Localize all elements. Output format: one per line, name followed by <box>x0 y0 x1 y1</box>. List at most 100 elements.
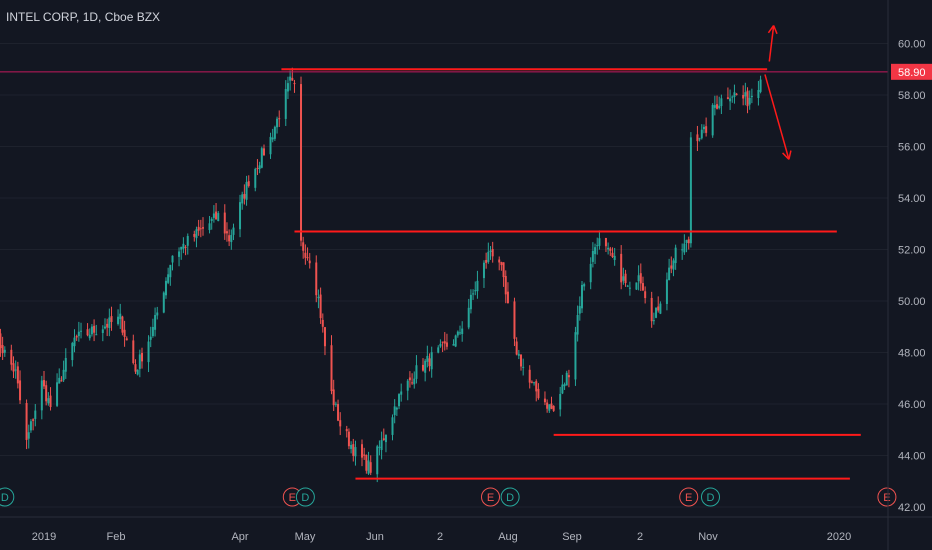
candle-body <box>119 313 122 320</box>
candle-body <box>443 341 446 344</box>
event-type-label: E <box>289 492 296 504</box>
candle-body <box>323 327 326 347</box>
event-type-label: D <box>1 492 9 504</box>
candle-body <box>757 90 760 98</box>
candle-body <box>230 235 233 243</box>
candle-body <box>162 292 165 313</box>
candle-body <box>563 384 566 387</box>
candle-body <box>452 344 455 346</box>
candle-body <box>528 369 531 383</box>
candle-body <box>228 235 231 242</box>
event-type-label: D <box>707 492 715 504</box>
candle-body <box>552 406 555 411</box>
candle-body <box>262 148 265 156</box>
candle-body <box>391 417 394 435</box>
y-tick-label: 54.00 <box>898 193 926 205</box>
y-tick-label: 60.00 <box>898 39 926 51</box>
candle-body <box>363 454 366 456</box>
candle-body <box>354 447 357 457</box>
candle-body <box>16 366 19 384</box>
earnings-event-icon[interactable] <box>481 487 501 507</box>
candle-body <box>151 326 154 337</box>
candle-body <box>241 194 244 204</box>
x-tick-label: Apr <box>231 531 248 543</box>
candle-body <box>376 446 379 475</box>
arrow-up-head <box>772 25 778 35</box>
arrow-down-head <box>788 150 792 160</box>
candle-body <box>513 301 516 339</box>
candle-body <box>106 323 109 328</box>
dividend-event-icon[interactable] <box>295 487 315 507</box>
candle-body <box>289 76 292 81</box>
y-tick-label: 58.00 <box>898 90 926 102</box>
candle-body <box>300 84 303 241</box>
candle-body <box>167 274 170 283</box>
candle-body <box>665 279 668 304</box>
candle-body <box>367 460 370 474</box>
earnings-event-icon[interactable] <box>877 487 897 507</box>
candle-body <box>110 316 113 322</box>
candle-body <box>639 273 642 284</box>
candle-body <box>716 104 719 109</box>
candle-body <box>395 407 398 410</box>
candle-body <box>93 325 96 333</box>
candle-body <box>317 296 320 299</box>
candle-body <box>132 340 135 364</box>
candle-body <box>482 262 485 279</box>
earnings-event-icon[interactable] <box>679 487 699 507</box>
chart-title: INTEL CORP, 1D, Cboe BZX <box>6 10 161 24</box>
candle-body <box>223 212 226 234</box>
candle-body <box>291 77 294 81</box>
dividend-event-icon[interactable] <box>700 487 720 507</box>
candle-body <box>672 260 675 270</box>
candle-body <box>689 137 692 244</box>
candle-body <box>589 263 592 283</box>
candle-body <box>306 257 309 259</box>
candle-body <box>668 267 671 281</box>
candle-body <box>43 380 45 387</box>
arrow-down-line[interactable] <box>764 74 790 160</box>
candle-body <box>125 338 128 341</box>
candle-body <box>687 239 690 244</box>
candle-body <box>10 349 13 365</box>
candle-body <box>413 378 416 385</box>
candle-body <box>29 421 32 431</box>
candle-body <box>720 98 723 107</box>
candle-body <box>40 380 43 411</box>
candle-body <box>25 403 28 441</box>
candle-body <box>578 306 581 314</box>
candle-body <box>474 290 477 292</box>
candle-body <box>729 98 732 102</box>
candle-body <box>197 226 200 231</box>
candle-body <box>635 282 638 290</box>
candle-body <box>637 275 640 282</box>
candle-body <box>271 137 274 140</box>
candle-body <box>467 307 470 328</box>
candle-body <box>428 358 431 367</box>
candle-body <box>14 369 17 371</box>
x-tick-label: 2 <box>637 531 643 543</box>
candle-body <box>138 354 141 369</box>
dividend-event-icon[interactable] <box>0 487 15 507</box>
candle-body <box>64 357 67 372</box>
event-type-label: E <box>487 492 494 504</box>
candle-body <box>45 385 48 402</box>
candle-body <box>32 419 35 421</box>
candle-body <box>659 303 662 314</box>
candle-body <box>169 264 172 278</box>
candle-body <box>80 330 83 332</box>
candle-body <box>134 364 137 372</box>
candle-body <box>522 366 525 368</box>
candle-body <box>400 391 403 395</box>
candle-body <box>650 297 653 322</box>
candle-body <box>225 231 228 234</box>
candle-body <box>456 331 459 336</box>
dividend-event-icon[interactable] <box>500 487 520 507</box>
candle-body <box>674 247 677 264</box>
arrow-up-line[interactable] <box>768 25 775 62</box>
candle-body <box>441 341 444 343</box>
x-tick-label: 2020 <box>827 531 851 543</box>
candle-body <box>365 454 368 471</box>
candle-body <box>622 276 625 281</box>
